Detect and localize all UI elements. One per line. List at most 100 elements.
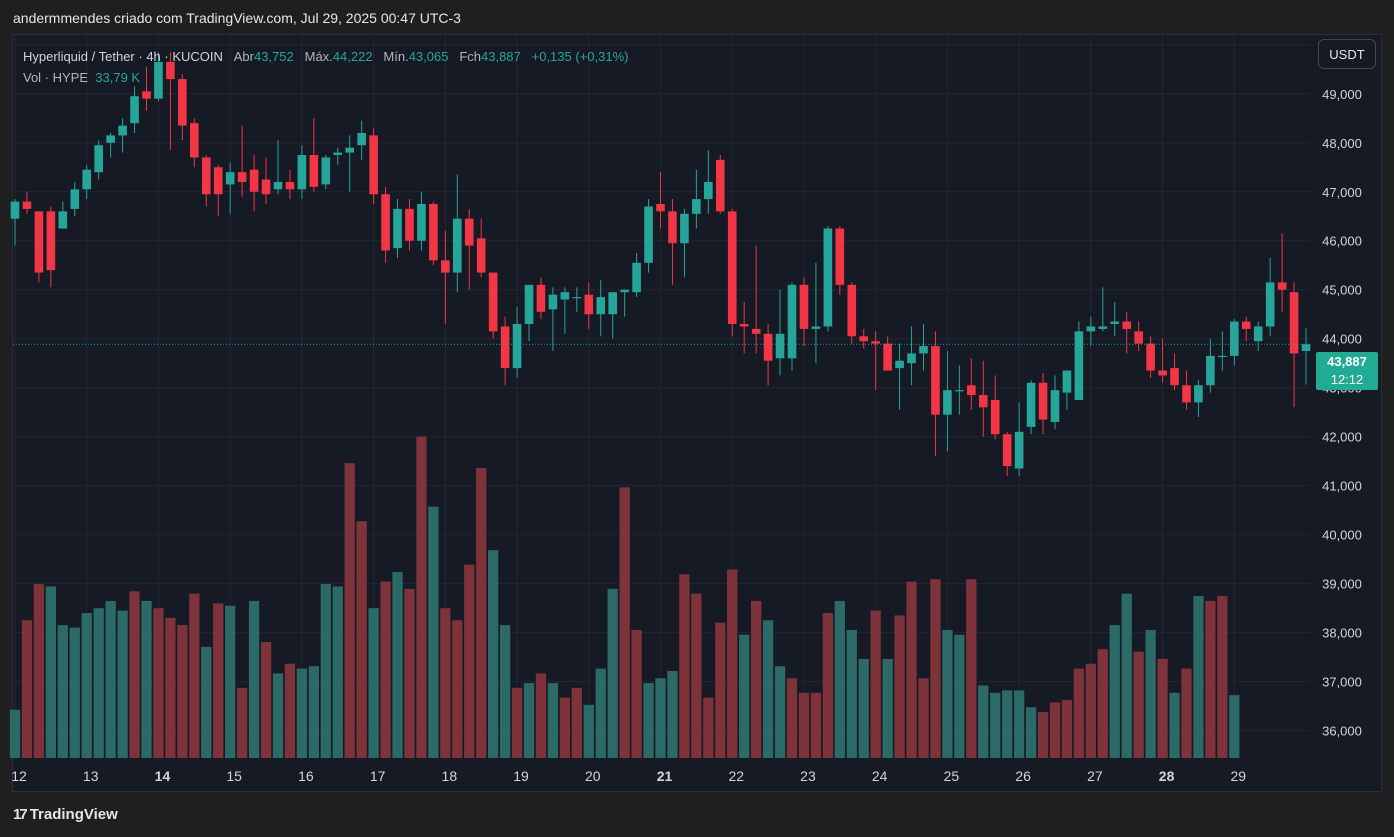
candle-body — [10, 201, 20, 219]
candle-body — [704, 181, 713, 200]
candle-body — [883, 343, 892, 371]
volume-bar — [57, 625, 68, 758]
volume-bar — [990, 692, 1001, 758]
volume-bar — [380, 581, 391, 758]
time-tick-label: 27 — [1087, 768, 1103, 784]
chart-legend: Hyperliquid / Tether · 4h · KUCOIN Abr43… — [23, 46, 628, 88]
low-label: Mín. — [383, 49, 409, 64]
candle-body — [273, 181, 283, 190]
price-tick-label: 44,000 — [1322, 332, 1362, 347]
candle-body — [931, 346, 940, 415]
candle-body — [1253, 326, 1263, 342]
time-axis: 12 13 14 15 16 17 18 19 20 21 22 23 24 25 26 27 28 29 — [11, 768, 1246, 784]
candle-body — [70, 189, 80, 209]
candle-body — [1002, 434, 1012, 467]
candle-body — [560, 292, 570, 300]
volume-value: 33,79 K — [95, 70, 141, 85]
candle-body — [1194, 385, 1203, 403]
volume-bar — [344, 463, 355, 758]
brand-name: TradingView — [29, 806, 118, 823]
candle-body — [1146, 343, 1155, 371]
symbol-title[interactable]: Hyperliquid / Tether · 4h · KUCOIN — [23, 49, 223, 64]
open-value: 43,752 — [253, 49, 294, 64]
volume-bar — [870, 610, 881, 758]
candle-body — [620, 289, 629, 293]
volume-bar — [1169, 692, 1180, 758]
time-tick-label: 16 — [298, 768, 314, 784]
candle-body — [536, 284, 546, 312]
candle-body — [632, 262, 641, 293]
volume-bar — [727, 569, 738, 758]
candle-body — [775, 333, 785, 359]
high-value: 44,222 — [332, 49, 373, 64]
candle-body — [118, 125, 127, 136]
candle-body — [871, 341, 880, 344]
volume-bar — [1121, 593, 1132, 758]
candle-body — [1038, 382, 1048, 420]
volume-bar — [810, 692, 822, 758]
candle-body — [967, 385, 976, 396]
volume-bar — [320, 584, 331, 758]
volume-bar — [236, 687, 248, 758]
volume-bar — [452, 620, 463, 758]
price-tick-label: 36,000 — [1322, 724, 1362, 739]
volume-label[interactable]: Vol · HYPE — [23, 70, 89, 85]
volume-bars — [9, 436, 1240, 758]
low-value: 43,065 — [408, 49, 449, 64]
volume-bar — [822, 613, 834, 758]
volume-bar — [93, 608, 104, 758]
volume-bar — [368, 608, 379, 758]
candle-body — [680, 213, 689, 244]
candle-body — [476, 238, 486, 273]
change-value: +0,135 (+0,31%) — [531, 49, 629, 64]
time-tick-label: 29 — [1231, 768, 1247, 784]
close-label: Fch — [459, 49, 481, 64]
candle-body — [1086, 326, 1096, 332]
candle-body — [859, 336, 869, 342]
currency-button[interactable]: USDT — [1318, 39, 1376, 69]
candle-body — [692, 199, 701, 214]
footer-brand[interactable]: 17 TradingView — [13, 806, 118, 823]
time-tick-label: 19 — [513, 768, 529, 784]
candle-body — [429, 204, 438, 261]
candle-body — [823, 228, 833, 327]
volume-row: Vol · HYPE 33,79 K — [23, 67, 628, 88]
volume-bar — [428, 506, 439, 758]
time-tick-label: 14 — [155, 768, 171, 784]
ohlc-row: Hyperliquid / Tether · 4h · KUCOIN Abr43… — [23, 46, 628, 67]
volume-bar — [1097, 649, 1108, 758]
candle-body — [82, 169, 92, 190]
candle-body — [907, 353, 916, 364]
volume-bar — [703, 697, 714, 758]
price-tick-label: 42,000 — [1322, 430, 1362, 445]
time-tick-label: 15 — [226, 768, 242, 784]
volume-bar — [667, 671, 678, 758]
volume-bar — [81, 613, 92, 758]
candle-body — [548, 294, 558, 310]
volume-bar — [1013, 690, 1025, 758]
candle-body — [213, 167, 223, 195]
candle-body — [393, 208, 402, 249]
candle-body — [1014, 431, 1024, 469]
candle-body — [835, 228, 845, 285]
close-value: 43,887 — [481, 49, 521, 64]
candle-body — [369, 135, 378, 195]
candle-body — [584, 294, 594, 315]
time-tick-label: 13 — [83, 768, 99, 784]
bar-countdown: 12:12 — [1330, 372, 1364, 387]
candle-body — [656, 204, 665, 212]
volume-bar — [189, 593, 200, 758]
candle-body — [1062, 370, 1072, 393]
candle-body — [1265, 282, 1275, 327]
volume-bar — [1193, 596, 1204, 758]
candle-body — [847, 284, 857, 337]
volume-bar — [392, 571, 403, 758]
candle-body — [1206, 355, 1215, 386]
time-tick-label: 22 — [728, 768, 744, 784]
candle-body — [321, 157, 331, 185]
volume-bar — [786, 678, 798, 758]
volume-bar — [643, 683, 654, 758]
volume-bar — [882, 658, 893, 758]
candle-body — [644, 206, 653, 263]
